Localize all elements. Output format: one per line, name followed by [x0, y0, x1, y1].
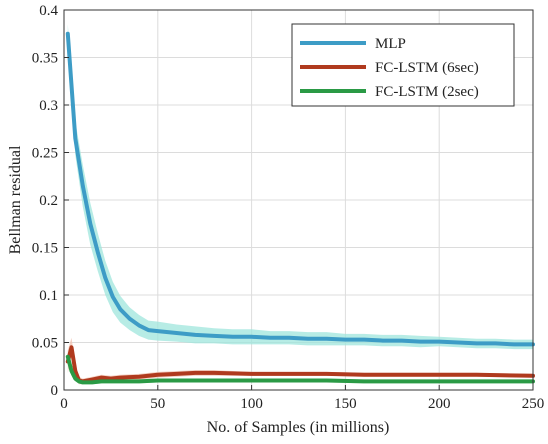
x-axis-label: No. of Samples (in millions): [207, 419, 390, 436]
legend-label-fc-lstm-6sec: FC-LSTM (6sec): [375, 60, 479, 76]
y-tick-label: 0.15: [32, 241, 58, 257]
legend-label-fc-lstm-2sec: FC-LSTM (2sec): [375, 84, 479, 100]
series-lines: [65, 31, 535, 385]
x-ticks: 0 50 100 150 200 250: [60, 385, 544, 412]
y-tick-label: 0.05: [32, 336, 58, 352]
y-axis-label: Bellman residual: [7, 145, 24, 254]
fc-lstm-2sec-line: [65, 354, 535, 385]
x-tick-label: 100: [240, 396, 263, 412]
y-tick-label: 0.3: [39, 98, 58, 114]
x-tick-label: 250: [522, 396, 545, 412]
y-tick-label: 0.35: [32, 51, 58, 67]
fc-lstm-6sec-line: [65, 345, 535, 384]
y-tick-label: 0.2: [39, 193, 58, 209]
y-tick-label: 0.1: [39, 288, 58, 304]
x-tick-label: 200: [428, 396, 451, 412]
y-ticks: 0 0.05 0.1 0.15 0.2 0.25 0.3 0.35 0.4: [32, 3, 69, 399]
x-tick-label: 0: [60, 396, 68, 412]
y-tick-label: 0: [51, 383, 59, 399]
legend-label-mlp: MLP: [375, 36, 406, 52]
mlp-line: [65, 31, 535, 347]
x-tick-label: 150: [334, 396, 357, 412]
x-tick-label: 50: [150, 396, 165, 412]
legend: MLP FC-LSTM (6sec) FC-LSTM (2sec): [291, 23, 515, 107]
y-tick-label: 0.4: [39, 3, 58, 19]
y-tick-label: 0.25: [32, 146, 58, 162]
